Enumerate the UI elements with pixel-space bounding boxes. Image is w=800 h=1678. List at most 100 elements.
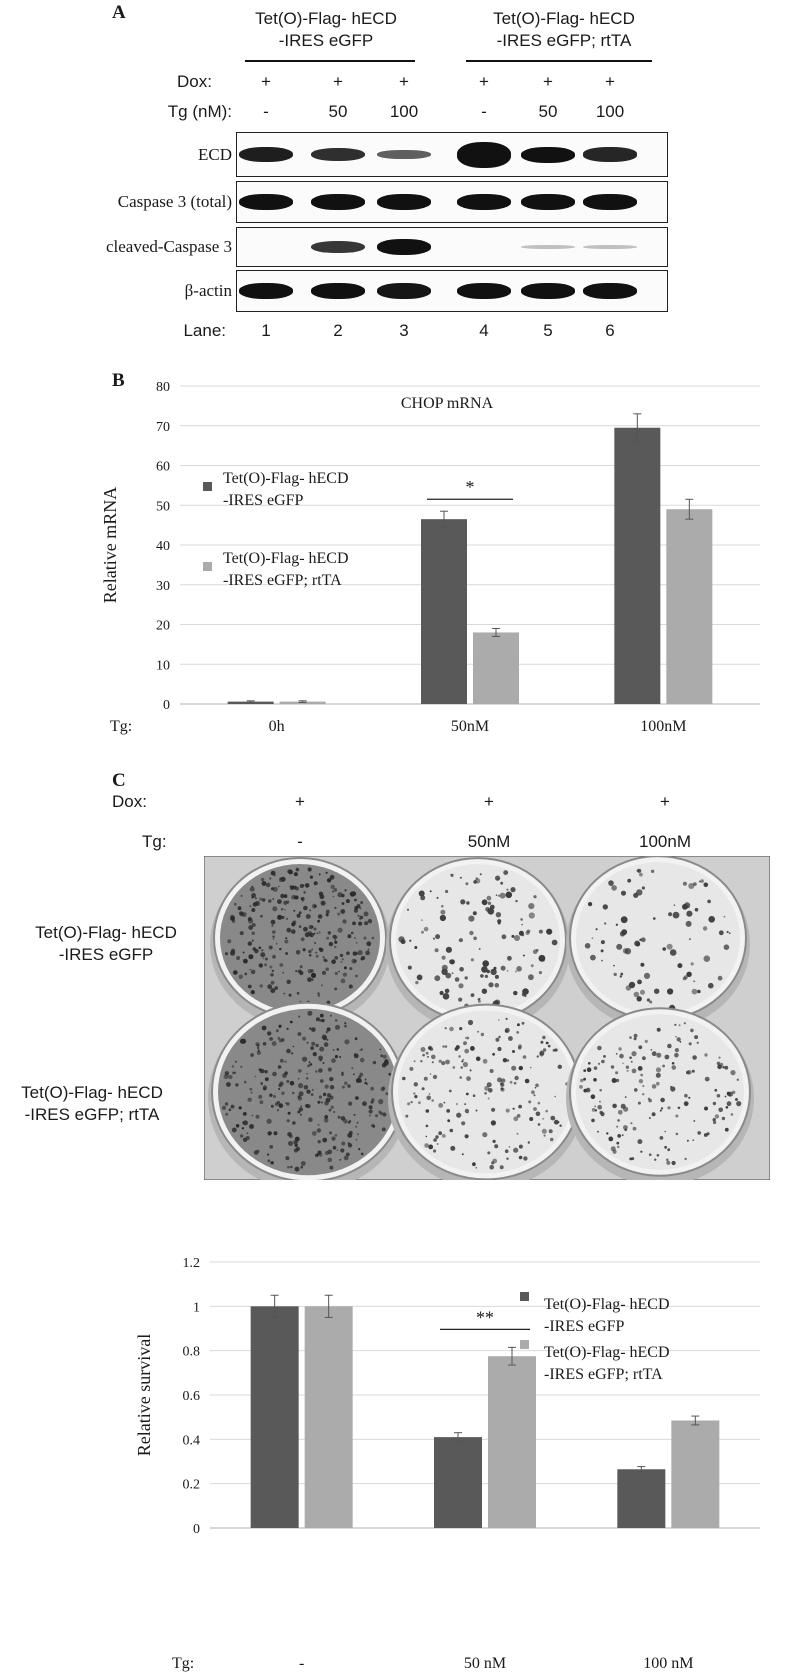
colony-1-194	[258, 963, 263, 968]
colony-6-142	[638, 1045, 643, 1050]
b-legend-label-1-1: Tet(O)-Flag- hECD	[223, 470, 349, 487]
colony-5-122	[424, 1143, 429, 1148]
colony-6-161	[671, 1062, 675, 1065]
colony-1-255	[363, 936, 367, 940]
colony-1-270	[343, 966, 347, 970]
colony-4-221	[370, 1100, 374, 1104]
colony-1-107	[311, 948, 313, 951]
colony-5-28	[533, 1107, 537, 1111]
colony-1-124	[279, 877, 282, 880]
colony-5-182	[542, 1048, 547, 1052]
colony-5-158	[482, 1058, 488, 1064]
lane-number-6: 6	[605, 321, 615, 340]
c-legend-swatch-1	[520, 1292, 529, 1301]
colony-5-87	[470, 1046, 475, 1051]
colony-4-74	[266, 1118, 272, 1124]
colony-5-134	[541, 1128, 547, 1134]
colony-5-133	[428, 1144, 434, 1150]
colony-4-93	[380, 1054, 384, 1058]
colony-4-224	[230, 1104, 235, 1109]
colony-1-143	[291, 922, 296, 927]
colony-2-111	[547, 929, 551, 933]
colony-5-150	[428, 1046, 432, 1050]
c-tg-value-2: 50nM	[467, 832, 511, 851]
colony-5-111	[504, 1027, 510, 1033]
colony-5-112	[469, 1069, 472, 1072]
colony-4-51	[310, 1093, 314, 1096]
colony-4-167	[344, 1024, 347, 1028]
colony-6-94	[655, 1067, 662, 1073]
b-legend-label-2-2: -IRES eGFP; rtTA	[223, 572, 342, 589]
colony-5-135	[445, 1059, 450, 1065]
colony-4-115	[341, 1141, 346, 1146]
colony-1-79	[317, 919, 320, 923]
colony-4-247	[351, 1067, 354, 1070]
colony-6-85	[679, 1040, 682, 1043]
colony-6-5	[677, 1106, 681, 1110]
colony-1-234	[286, 927, 292, 933]
colony-4-112	[359, 1057, 365, 1063]
colony-4-272	[306, 1104, 311, 1109]
colony-1-37	[349, 891, 355, 897]
colony-1-223	[359, 915, 364, 920]
colony-6-56	[599, 1088, 602, 1092]
band-4-6	[583, 283, 637, 299]
colony-1-83	[291, 929, 296, 934]
colony-2-88	[475, 877, 478, 880]
colony-4-44	[334, 1019, 338, 1022]
colony-1-163	[342, 972, 347, 977]
colony-4-158	[319, 1059, 322, 1062]
colony-2-32	[421, 919, 423, 921]
colony-3-44	[608, 880, 614, 886]
colony-5-176	[513, 1147, 519, 1153]
colony-1-151	[282, 971, 285, 974]
colony-5-71	[422, 1053, 425, 1057]
colony-4-237	[297, 1096, 303, 1101]
colony-5-124	[518, 1155, 523, 1160]
colony-4-242	[369, 1114, 371, 1117]
colony-1-149	[352, 951, 357, 956]
colony-1-98	[325, 967, 329, 971]
colony-2-45	[439, 914, 446, 922]
colony-5-66	[512, 1050, 515, 1053]
colony-1-84	[298, 911, 302, 915]
colony-5-125	[413, 1060, 416, 1063]
blot-label-3: cleaved-Caspase 3	[105, 237, 232, 256]
colony-1-141	[234, 902, 237, 906]
colony-6-76	[684, 1157, 687, 1161]
colony-4-114	[354, 1037, 358, 1041]
colony-6-48	[726, 1091, 729, 1094]
c-bar-s1-c1	[250, 1306, 299, 1528]
dox-value-3: +	[399, 72, 409, 91]
colony-6-79	[676, 1037, 681, 1042]
colony-1-129	[264, 963, 268, 967]
colony-1-57	[347, 934, 352, 939]
colony-5-159	[409, 1066, 414, 1071]
colony-4-141	[234, 1060, 237, 1063]
colony-4-27	[226, 1082, 231, 1087]
colony-2-82	[480, 974, 484, 978]
colony-1-237	[311, 925, 314, 929]
colony-1-115	[326, 878, 332, 883]
colony-4-53	[315, 1043, 319, 1048]
colony-1-36	[340, 978, 346, 984]
lane-number-5: 5	[543, 321, 553, 340]
colony-5-85	[444, 1045, 448, 1048]
colony-5-101	[527, 1141, 530, 1144]
colony-5-49	[463, 1041, 467, 1046]
colony-4-89	[382, 1054, 387, 1059]
colony-1-243	[254, 948, 259, 954]
colony-4-56	[251, 1114, 254, 1117]
colony-2-40	[468, 915, 475, 922]
colony-5-153	[425, 1135, 428, 1138]
c-legend-swatch-2	[520, 1340, 529, 1349]
colony-6-130	[621, 1134, 624, 1136]
colony-4-215	[316, 1128, 322, 1133]
colony-4-119	[273, 1131, 278, 1136]
colony-4-251	[385, 1092, 389, 1096]
colony-5-54	[446, 1109, 451, 1113]
colony-4-192	[286, 1119, 290, 1123]
colony-1-80	[326, 936, 330, 940]
colony-1-231	[279, 963, 284, 967]
colony-5-116	[521, 1021, 525, 1025]
